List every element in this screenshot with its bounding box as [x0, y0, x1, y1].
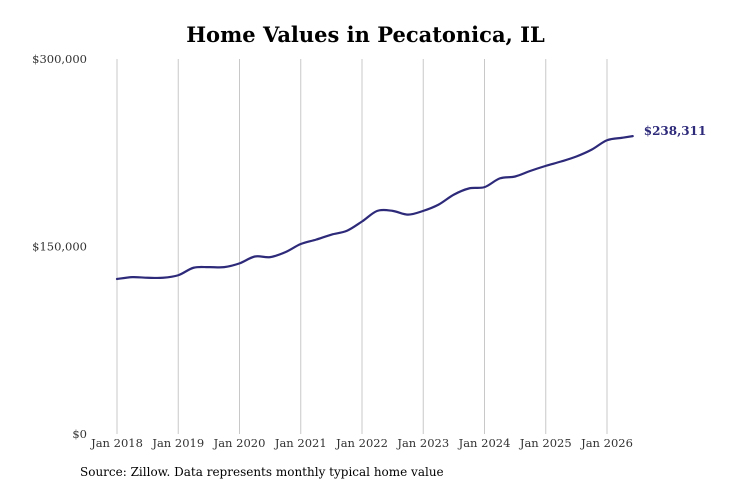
x-tick-label: Jan 2021 — [274, 436, 327, 450]
y-tick-label: $300,000 — [32, 52, 87, 66]
gridlines — [116, 59, 608, 434]
x-axis-ticks: Jan 2018 Jan 2019 Jan 2020 Jan 2021 Jan 2022… — [90, 436, 633, 450]
y-tick-label: $150,000 — [32, 240, 87, 254]
y-axis-ticks: $0 $150,000 $300,000 — [32, 52, 87, 441]
y-tick-label: $0 — [72, 427, 87, 441]
x-tick-label: Jan 2019 — [151, 436, 204, 450]
series-layer — [115, 135, 634, 281]
end-value-label: $238,311 — [644, 124, 707, 138]
x-tick-label: Jan 2020 — [213, 436, 266, 450]
data-labels: $238,311 — [644, 124, 707, 138]
x-tick-label: Jan 2023 — [396, 436, 449, 450]
x-tick-label: Jan 2025 — [519, 436, 572, 450]
x-tick-label: Jan 2026 — [580, 436, 633, 450]
series-line-0 — [115, 135, 634, 281]
x-tick-label: Jan 2022 — [335, 436, 388, 450]
source-note: Source: Zillow. Data represents monthly … — [80, 465, 444, 479]
x-tick-label: Jan 2024 — [458, 436, 511, 450]
chart-title: Home Values in Pecatonica, IL — [186, 22, 545, 47]
x-tick-label: Jan 2018 — [90, 436, 143, 450]
